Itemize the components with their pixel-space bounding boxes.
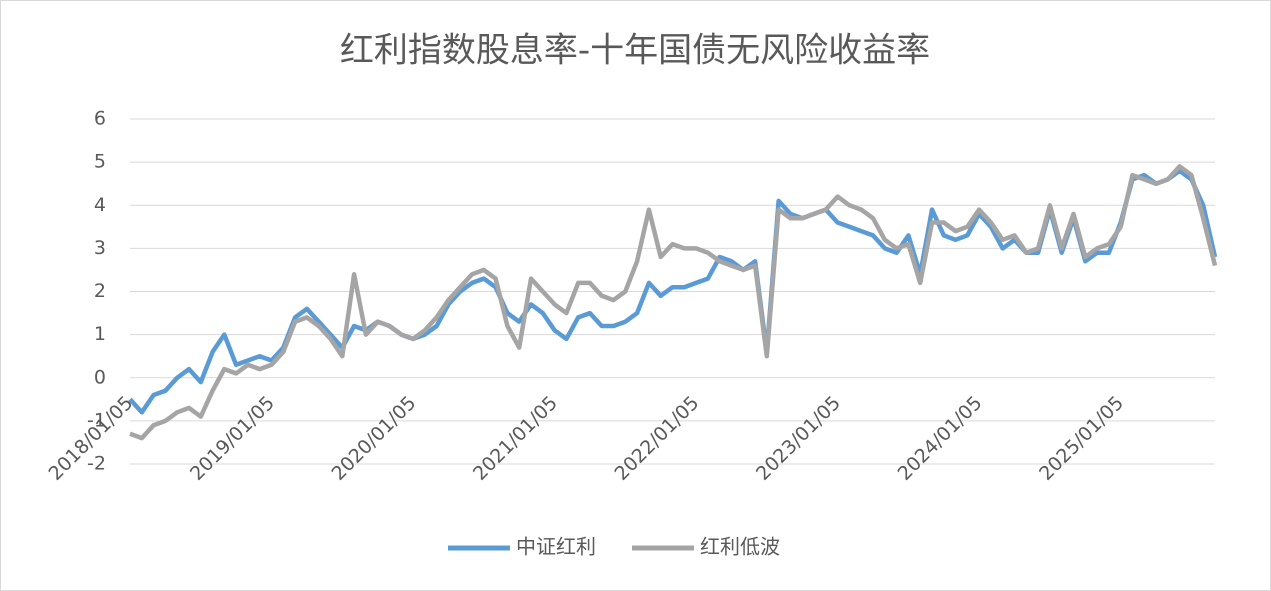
y-tick-label: 6: [94, 108, 106, 130]
y-tick-label: 3: [94, 237, 106, 259]
legend-label: 红利低波: [700, 535, 780, 559]
y-tick-label: 1: [94, 323, 106, 345]
y-tick-label: -2: [87, 453, 106, 475]
y-tick-label: 5: [94, 151, 106, 173]
y-tick-label: 2: [94, 280, 106, 302]
data-line: [128, 168, 1218, 415]
legend-label: 中证红利: [516, 535, 596, 559]
y-tick-label: -1: [87, 409, 106, 431]
chart-title: 红利指数股息率-十年国债无风险收益率: [340, 31, 930, 71]
data-line: [129, 164, 1218, 441]
y-tick-label: 4: [94, 194, 106, 216]
y-tick-label: 0: [94, 366, 106, 388]
